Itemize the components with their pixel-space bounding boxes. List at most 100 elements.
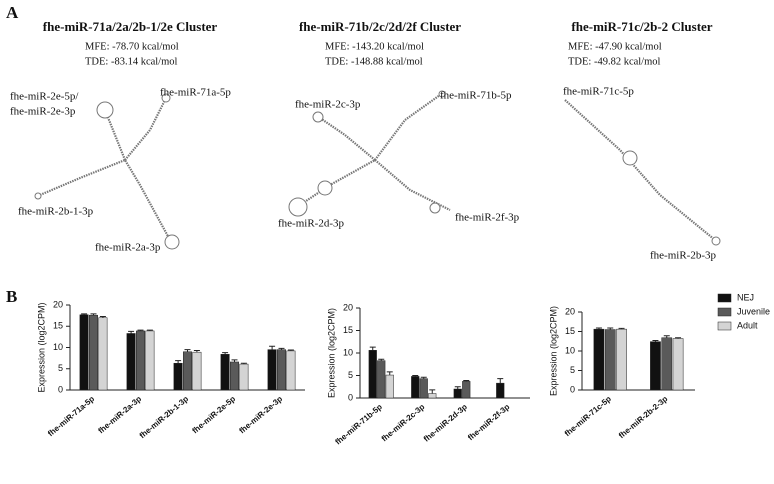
legend-label: Juvenile: [737, 306, 770, 316]
bar: [650, 341, 661, 391]
cluster-title: fhe-miR-71b/2c/2d/2f Cluster: [299, 19, 461, 34]
mirna-label: fhe-miR-2d-3p: [278, 218, 344, 230]
y-tick-label: 15: [565, 326, 575, 336]
bar: [496, 382, 505, 399]
x-tick-label: fhe-miR-2e-3p: [237, 394, 284, 435]
x-tick-label: fhe-miR-2e-5p: [190, 394, 237, 435]
bar: [220, 354, 230, 391]
x-tick-label: fhe-miR-2b-2-3p: [617, 394, 670, 440]
error-bar: [420, 376, 427, 379]
bar: [616, 328, 627, 391]
error-bar: [663, 335, 670, 338]
error-bar: [90, 313, 97, 316]
mirna-label: fhe-miR-71c-5p: [563, 86, 634, 98]
mirna-label: fhe-miR-2b-3p: [650, 250, 716, 262]
mirna-label: fhe-miR-2c-3p: [295, 99, 361, 111]
mfe: MFE: -47.90 kcal/mol: [568, 41, 662, 52]
bar: [604, 329, 616, 391]
y-axis-title: Expression (log2CPM): [36, 302, 46, 392]
y-tick-label: 15: [343, 325, 353, 335]
bar: [192, 351, 202, 391]
panel-label: B: [6, 287, 17, 306]
legend-swatch: [717, 321, 732, 331]
error-bar: [175, 360, 182, 364]
x-tick-label: fhe-miR-2a-3p: [96, 394, 143, 435]
bar: [126, 333, 136, 391]
bar: [267, 349, 277, 391]
bar: [593, 328, 605, 391]
y-tick-label: 0: [348, 392, 353, 402]
bar: [453, 388, 462, 399]
tde: TDE: -83.14 kcal/mol: [85, 56, 178, 67]
panel-label: A: [6, 3, 19, 22]
x-tick-label: fhe-miR-71c-5p: [563, 394, 613, 438]
bar: [368, 350, 377, 399]
x-tick-label: fhe-miR-71a-5p: [46, 394, 96, 438]
error-bar: [240, 362, 247, 365]
legend-label: Adult: [737, 320, 758, 330]
mirna-label: fhe-miR-2b-1-3p: [18, 206, 94, 218]
mfe: MFE: -143.20 kcal/mol: [325, 41, 424, 52]
bar: [411, 376, 420, 399]
mirna-label: fhe-miR-71b-5p: [440, 90, 512, 102]
bar: [419, 378, 428, 399]
mfe: MFE: -78.70 kcal/mol: [85, 41, 179, 52]
error-bar: [386, 371, 393, 376]
y-tick-label: 5: [58, 363, 63, 373]
error-bar: [429, 389, 436, 394]
y-tick-label: 10: [343, 347, 353, 357]
legend-swatch: [717, 307, 732, 317]
y-tick-label: 20: [343, 302, 353, 312]
x-tick-label: fhe-miR-2f-3p: [466, 402, 511, 442]
y-tick-label: 20: [565, 306, 575, 316]
error-bar: [454, 386, 461, 389]
y-tick-label: 0: [570, 384, 575, 394]
cluster-title: fhe-miR-71c/2b-2 Cluster: [571, 19, 712, 34]
bar: [230, 361, 239, 391]
legend-swatch: [717, 293, 732, 303]
error-bar: [287, 349, 294, 351]
error-bar: [497, 378, 504, 384]
bar: [89, 314, 98, 391]
error-bar: [675, 337, 682, 339]
error-bar: [412, 375, 419, 377]
error-bar: [146, 329, 153, 331]
bar: [79, 314, 89, 391]
y-tick-label: 20: [53, 299, 63, 309]
x-tick-label: fhe-miR-2d-3p: [422, 402, 469, 444]
error-bar: [81, 313, 88, 315]
y-tick-label: 5: [570, 365, 575, 375]
tde: TDE: -148.88 kcal/mol: [325, 56, 423, 67]
bar: [286, 350, 296, 391]
error-bar: [128, 330, 135, 334]
y-axis-title: Expression (log2CPM): [548, 306, 558, 396]
y-axis-title: Expression (log2CPM): [326, 308, 336, 398]
error-bar: [222, 352, 229, 355]
bar: [239, 363, 249, 391]
x-tick-label: fhe-miR-2b-1-3p: [138, 394, 191, 440]
error-bar: [269, 345, 276, 350]
bar: [98, 317, 108, 391]
mirna-label: fhe-miR-2a-3p: [95, 242, 161, 254]
error-bar: [184, 349, 191, 352]
error-bar: [652, 339, 659, 342]
error-bar: [618, 327, 625, 330]
error-bar: [369, 346, 376, 351]
error-bar: [607, 327, 614, 330]
tde: TDE: -49.82 kcal/mol: [568, 56, 661, 67]
error-bar: [595, 327, 602, 330]
mirna-label: fhe-miR-2e-5p/: [10, 91, 79, 103]
bar: [173, 362, 183, 391]
bar: [277, 349, 286, 391]
y-tick-label: 10: [53, 342, 63, 352]
bar: [145, 330, 155, 391]
bar: [377, 360, 386, 399]
bar: [462, 381, 471, 399]
error-bar: [278, 347, 285, 350]
error-bar: [193, 349, 200, 353]
bar: [672, 338, 684, 391]
mirna-label: fhe-miR-2e-3p: [10, 106, 76, 118]
legend-label: NEJ: [737, 292, 754, 302]
y-tick-label: 5: [348, 370, 353, 380]
